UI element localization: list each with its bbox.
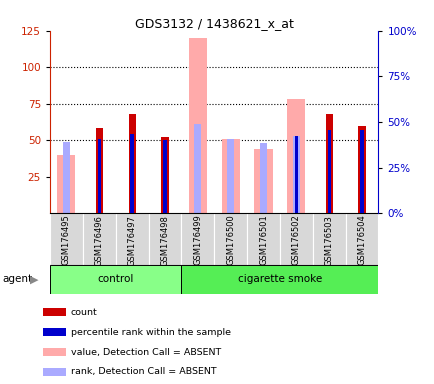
- Bar: [259, 143, 266, 213]
- Text: control: control: [97, 274, 134, 285]
- Bar: [95, 129, 103, 213]
- Bar: [50, 265, 181, 294]
- Bar: [57, 155, 76, 213]
- Bar: [161, 137, 168, 213]
- Bar: [221, 139, 239, 213]
- Bar: [50, 213, 82, 265]
- Bar: [115, 213, 148, 265]
- Bar: [163, 140, 166, 213]
- Bar: [97, 139, 101, 213]
- Text: GSM176495: GSM176495: [62, 215, 71, 265]
- Bar: [312, 213, 345, 265]
- Bar: [254, 149, 272, 213]
- Bar: [359, 130, 363, 213]
- Text: GSM176501: GSM176501: [258, 215, 267, 265]
- Bar: [294, 136, 297, 213]
- Bar: [181, 265, 378, 294]
- Bar: [82, 213, 115, 265]
- Bar: [327, 130, 330, 213]
- Bar: [148, 213, 181, 265]
- Bar: [181, 213, 214, 265]
- Text: agent: agent: [2, 274, 32, 285]
- Title: GDS3132 / 1438621_x_at: GDS3132 / 1438621_x_at: [135, 17, 293, 30]
- Text: GSM176496: GSM176496: [95, 215, 104, 266]
- Text: GSM176500: GSM176500: [226, 215, 235, 265]
- Bar: [227, 139, 234, 213]
- Bar: [130, 134, 134, 213]
- Bar: [286, 99, 305, 213]
- Bar: [247, 213, 279, 265]
- Bar: [325, 114, 332, 213]
- Text: cigarette smoke: cigarette smoke: [237, 274, 321, 285]
- Text: GSM176503: GSM176503: [324, 215, 333, 266]
- Text: GSM176502: GSM176502: [291, 215, 300, 265]
- Bar: [358, 126, 365, 213]
- Text: ▶: ▶: [30, 274, 38, 285]
- Text: percentile rank within the sample: percentile rank within the sample: [71, 328, 230, 337]
- Text: value, Detection Call = ABSENT: value, Detection Call = ABSENT: [71, 348, 220, 357]
- Text: GSM176497: GSM176497: [127, 215, 136, 266]
- Text: GSM176499: GSM176499: [193, 215, 202, 265]
- Bar: [43, 308, 66, 316]
- Bar: [62, 142, 70, 213]
- Bar: [43, 348, 66, 356]
- Bar: [214, 213, 247, 265]
- Text: rank, Detection Call = ABSENT: rank, Detection Call = ABSENT: [71, 367, 216, 376]
- Text: count: count: [71, 308, 97, 317]
- Bar: [128, 114, 135, 213]
- Bar: [188, 38, 207, 213]
- Bar: [345, 213, 378, 265]
- Text: GSM176504: GSM176504: [357, 215, 366, 265]
- Bar: [43, 368, 66, 376]
- Bar: [43, 328, 66, 336]
- Bar: [292, 136, 299, 213]
- Bar: [279, 213, 312, 265]
- Bar: [194, 124, 201, 213]
- Text: GSM176498: GSM176498: [160, 215, 169, 266]
